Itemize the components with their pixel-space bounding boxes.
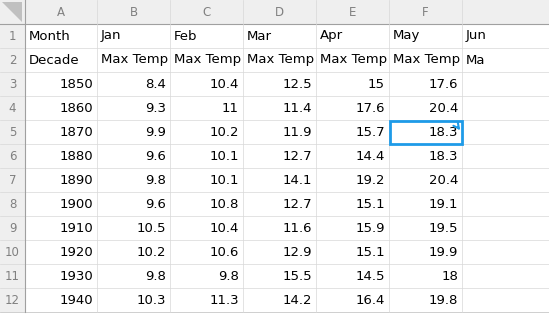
Text: C: C (203, 5, 211, 18)
Text: 9.6: 9.6 (145, 150, 166, 162)
Text: 1930: 1930 (59, 269, 93, 283)
Text: D: D (275, 5, 284, 18)
Text: 12.7: 12.7 (282, 197, 312, 211)
Text: 10.1: 10.1 (210, 150, 239, 162)
Bar (25, 24, 549, 72)
Text: Apr: Apr (320, 29, 343, 43)
Text: 10.5: 10.5 (137, 222, 166, 234)
Text: 14.1: 14.1 (283, 173, 312, 186)
Text: 14.5: 14.5 (356, 269, 385, 283)
Text: 17.6: 17.6 (356, 101, 385, 114)
Text: 9.6: 9.6 (145, 197, 166, 211)
Text: 1870: 1870 (59, 126, 93, 139)
Text: 10.2: 10.2 (137, 245, 166, 258)
Text: 15.5: 15.5 (282, 269, 312, 283)
Text: 9.9: 9.9 (145, 126, 166, 139)
Text: 15.1: 15.1 (355, 197, 385, 211)
Text: Decade: Decade (29, 54, 80, 67)
Text: A: A (57, 5, 65, 18)
Text: 10.2: 10.2 (210, 126, 239, 139)
Bar (0, 24, 25, 312)
Text: E: E (349, 5, 356, 18)
Text: 10.1: 10.1 (210, 173, 239, 186)
Text: 1850: 1850 (59, 78, 93, 90)
Text: F: F (422, 5, 429, 18)
Text: 10.6: 10.6 (210, 245, 239, 258)
Text: 20.4: 20.4 (429, 173, 458, 186)
Text: 7: 7 (9, 173, 16, 186)
Text: 10.4: 10.4 (210, 222, 239, 234)
Text: Max Temp: Max Temp (247, 54, 314, 67)
Text: May: May (393, 29, 421, 43)
Text: 11.4: 11.4 (283, 101, 312, 114)
Text: 8: 8 (9, 197, 16, 211)
Text: 15.9: 15.9 (356, 222, 385, 234)
Text: 1900: 1900 (59, 197, 93, 211)
Text: 1910: 1910 (59, 222, 93, 234)
Text: Feb: Feb (174, 29, 198, 43)
Text: 15: 15 (368, 78, 385, 90)
Bar (389, 120, 462, 143)
Text: 1920: 1920 (59, 245, 93, 258)
Text: 12.7: 12.7 (282, 150, 312, 162)
Text: Max Temp: Max Temp (320, 54, 387, 67)
Text: 1940: 1940 (59, 294, 93, 307)
Text: 11.9: 11.9 (283, 126, 312, 139)
Text: 12.5: 12.5 (282, 78, 312, 90)
Text: 20.4: 20.4 (429, 101, 458, 114)
Text: 4: 4 (9, 101, 16, 114)
Text: 9.8: 9.8 (145, 269, 166, 283)
Text: 11.6: 11.6 (283, 222, 312, 234)
Text: 1: 1 (9, 29, 16, 43)
Text: Month: Month (29, 29, 71, 43)
Text: 14.2: 14.2 (283, 294, 312, 307)
Text: 11: 11 (222, 101, 239, 114)
Text: 15.7: 15.7 (355, 126, 385, 139)
Text: Ma: Ma (466, 54, 485, 67)
Text: 11.3: 11.3 (209, 294, 239, 307)
Text: 15.1: 15.1 (355, 245, 385, 258)
Text: 9: 9 (9, 222, 16, 234)
Text: 10: 10 (5, 245, 20, 258)
Text: 12: 12 (5, 294, 20, 307)
Text: 9.3: 9.3 (145, 101, 166, 114)
Text: 1890: 1890 (59, 173, 93, 186)
Text: B: B (130, 5, 138, 18)
Text: 18.3: 18.3 (429, 150, 458, 162)
Text: 19.8: 19.8 (429, 294, 458, 307)
Text: 1880: 1880 (59, 150, 93, 162)
Text: 10.4: 10.4 (210, 78, 239, 90)
Text: 8.4: 8.4 (145, 78, 166, 90)
Text: Mar: Mar (247, 29, 272, 43)
Text: 14.4: 14.4 (356, 150, 385, 162)
Text: 9.8: 9.8 (218, 269, 239, 283)
Text: 3: 3 (9, 78, 16, 90)
Text: Max Temp: Max Temp (174, 54, 241, 67)
Text: Jun: Jun (466, 29, 487, 43)
Text: 2: 2 (9, 54, 16, 67)
Text: 6: 6 (9, 150, 16, 162)
Polygon shape (2, 2, 22, 22)
Text: Jan: Jan (101, 29, 121, 43)
Text: 19.2: 19.2 (356, 173, 385, 186)
Text: 19.5: 19.5 (429, 222, 458, 234)
Text: 19.1: 19.1 (429, 197, 458, 211)
Text: 18: 18 (441, 269, 458, 283)
Text: 5: 5 (9, 126, 16, 139)
Text: 10.3: 10.3 (137, 294, 166, 307)
Text: 16.4: 16.4 (356, 294, 385, 307)
Text: 18.3: 18.3 (429, 126, 458, 139)
Text: 17.6: 17.6 (429, 78, 458, 90)
Text: Max Temp: Max Temp (393, 54, 460, 67)
Text: Max Temp: Max Temp (101, 54, 168, 67)
Text: 19.9: 19.9 (429, 245, 458, 258)
Text: 12.9: 12.9 (283, 245, 312, 258)
Bar (0, 0, 549, 24)
Text: 9.8: 9.8 (145, 173, 166, 186)
Text: 11: 11 (5, 269, 20, 283)
Text: 1860: 1860 (59, 101, 93, 114)
Text: 10.8: 10.8 (210, 197, 239, 211)
